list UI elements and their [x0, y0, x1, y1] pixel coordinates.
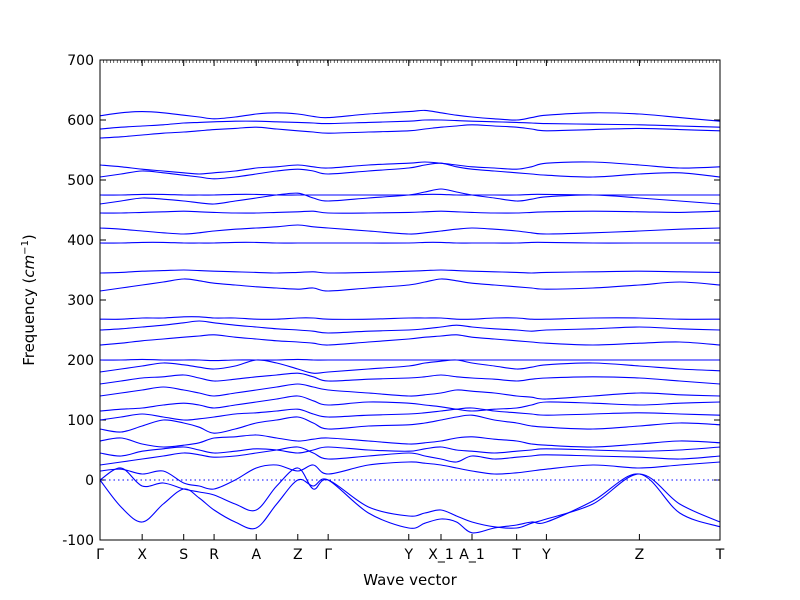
band-line-1 [99, 473, 721, 534]
y-tick-label: 200 [67, 353, 94, 369]
y-tick-label: 300 [67, 293, 94, 309]
band-line-7 [99, 414, 721, 434]
x-tick-label: T [715, 547, 725, 563]
y-tick-label: 400 [67, 233, 94, 249]
x-tick-label: X_1 [428, 547, 454, 563]
band-line-14 [99, 334, 721, 346]
band-line-22 [99, 188, 721, 205]
band-line-12 [99, 359, 721, 374]
x-tick-label: Γ [324, 547, 332, 563]
band-line-23 [99, 193, 720, 196]
x-tick-label: Z [293, 547, 303, 563]
x-tick-label: Y [403, 547, 413, 563]
band-lines [99, 109, 721, 534]
x-tick-label: Γ [96, 547, 104, 563]
x-tick-label: T [511, 547, 521, 563]
band-line-26 [99, 124, 721, 139]
y-tick-labels: -100 0 100 200 300 400 500 600 700 [62, 53, 94, 549]
x-tick-label: S [179, 547, 188, 563]
x-tick-label: X [137, 547, 147, 563]
band-line-11 [99, 372, 721, 385]
band-line-8 [99, 407, 721, 421]
band-line-4 [99, 446, 721, 466]
plot-frame [99, 59, 721, 541]
x-tick-label: A_1 [459, 547, 484, 563]
y-tick-label: -100 [62, 533, 94, 549]
band-line-9 [99, 395, 721, 412]
band-line-5 [99, 446, 721, 457]
y-tick-label: 500 [67, 173, 94, 189]
band-line-16 [99, 316, 721, 320]
y-axis-label-unit: cm [20, 255, 38, 278]
y-axis-label-close: ) [20, 234, 38, 240]
band-line-28 [99, 109, 721, 122]
band-line-6 [99, 434, 721, 448]
y-tick-label: 100 [67, 413, 94, 429]
axis-ticks [99, 59, 721, 541]
band-line-2 [99, 467, 721, 529]
y-tick-label: 700 [67, 53, 94, 69]
x-tick-label: A [251, 547, 261, 563]
band-line-20 [99, 224, 721, 235]
band-line-19 [99, 241, 720, 244]
y-axis-label: Frequency (cm−1) [20, 234, 38, 366]
x-tick-label: Y [541, 547, 551, 563]
band-line-24 [99, 162, 721, 180]
band-line-13 [99, 358, 720, 362]
band-line-15 [99, 320, 721, 334]
band-line-18 [99, 269, 721, 274]
band-line-21 [99, 210, 721, 214]
y-axis-label-text: Frequency ( [20, 278, 38, 366]
y-axis-label-exponent: −1 [20, 240, 31, 255]
x-tick-labels: Γ X S R A Z Γ Y X_1 A_1 T Y Z T [96, 547, 725, 563]
y-tick-label: 0 [85, 473, 94, 489]
x-tick-label: R [209, 547, 219, 563]
band-line-10 [99, 383, 721, 400]
band-line-27 [99, 119, 721, 130]
plot-area [99, 109, 721, 534]
band-line-25 [99, 161, 721, 175]
band-line-17 [99, 278, 721, 292]
x-axis-label: Wave vector [363, 571, 457, 589]
x-tick-label: Z [635, 547, 645, 563]
y-tick-label: 600 [67, 113, 94, 129]
band-line-3 [99, 461, 721, 490]
